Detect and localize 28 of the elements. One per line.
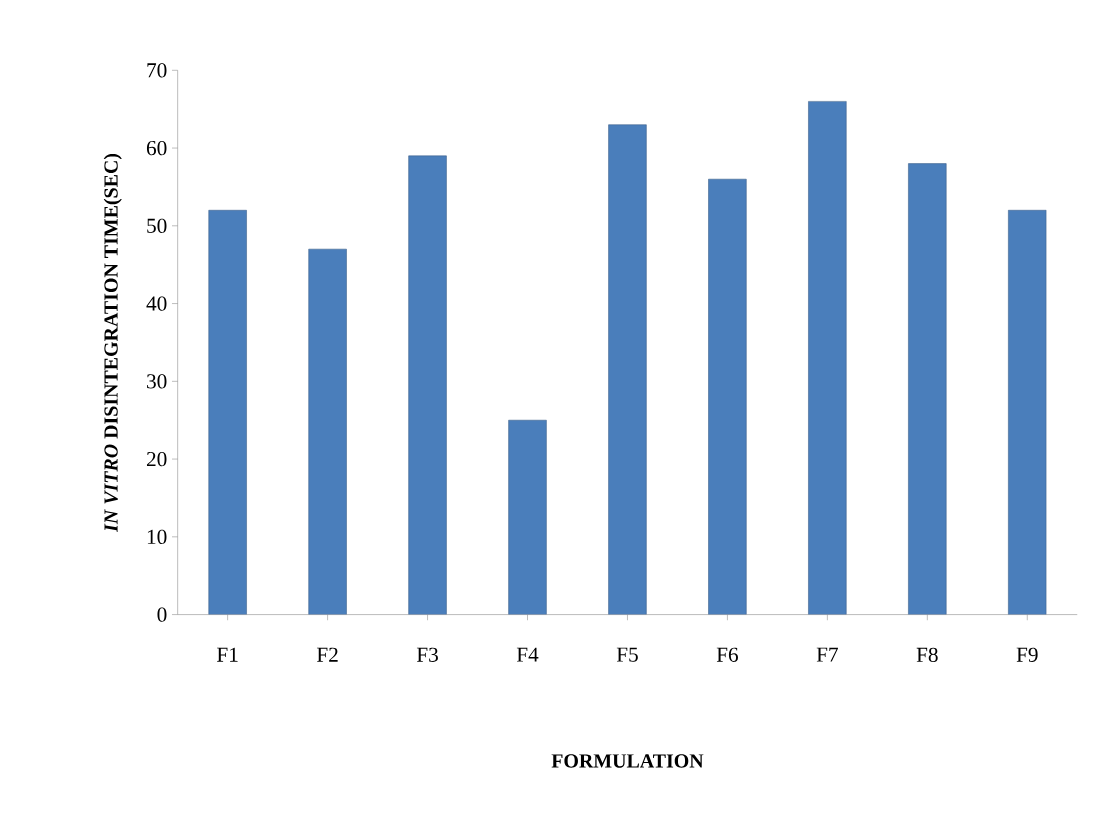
x-tick-label: F6 [716,647,739,662]
bar [708,178,747,615]
y-tick-label: 40 [146,296,167,311]
x-tick-label: F7 [816,647,838,662]
bar [308,248,347,615]
x-tick-label: F4 [516,647,539,662]
x-tick-label: F8 [916,647,938,663]
x-tick-label: F1 [217,647,238,662]
bar [1008,210,1047,615]
bar [508,419,547,615]
bar [408,155,447,615]
bar [908,163,947,615]
bar [208,210,247,615]
y-tick-label: 10 [147,529,167,545]
x-axis-title: FORMULATION [551,754,704,768]
x-tick-label: F5 [616,647,638,662]
bar [808,101,847,615]
x-tick-label: F9 [1016,647,1038,662]
y-tick-label: 70 [147,63,167,78]
x-tick-label: F2 [316,647,338,662]
y-axis-title: IN VITRO DISINTEGRATION TIME(SEC) [103,153,122,533]
y-tick-label: 20 [146,451,167,467]
y-tick-label: 30 [147,374,167,389]
y-tick-label: 0 [157,607,167,622]
x-tick-label: F3 [416,647,438,662]
y-tick-label: 50 [147,218,167,234]
bar [608,124,647,615]
y-tick-label: 60 [146,140,167,156]
